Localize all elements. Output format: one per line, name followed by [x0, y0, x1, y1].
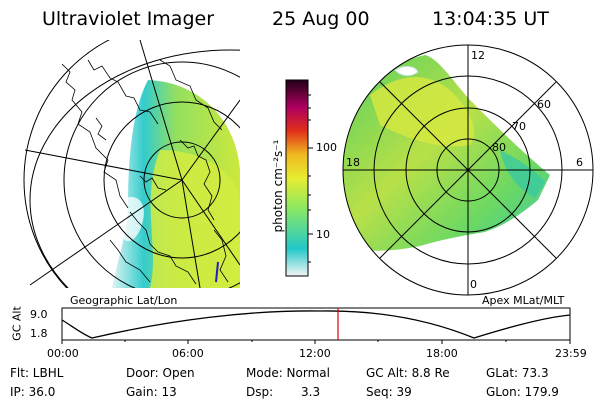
colorbar-tick-10: 10: [316, 228, 330, 241]
altitude-xtick-0600: 06:00: [172, 347, 204, 360]
mode-info: Mode: Normal: [246, 366, 330, 380]
altitude-xtick-1200: 12:00: [299, 347, 331, 360]
altitude-plot: [61, 307, 571, 344]
mlat-label-70: 70: [512, 120, 526, 133]
mlat-label-80: 80: [492, 141, 506, 154]
meridian-line: [181, 179, 201, 288]
meridian-line: [181, 179, 240, 266]
mlt-label-6: 6: [576, 156, 583, 169]
geographic-map: [23, 40, 240, 288]
glat-info: GLat: 73.3: [486, 366, 549, 380]
glon-info: GLon: 179.9: [486, 385, 559, 399]
meridian-line: [181, 99, 240, 181]
gc-alt-info: GC Alt: 8.8 Re: [366, 366, 450, 380]
lat-circle: [29, 49, 240, 288]
meridian-line: [29, 179, 183, 286]
door-info: Door: Open: [126, 366, 195, 380]
altitude-ytick-9: 9.0: [30, 308, 48, 321]
dsp-label: Dsp:: [246, 385, 274, 399]
meridian-line: [139, 40, 183, 181]
left-panel-label: Geographic Lat/Lon: [70, 294, 178, 307]
lat-circle: [103, 101, 240, 259]
coastlines: [61, 59, 229, 285]
lat-circle: [23, 40, 110, 288]
colorbar-axis-label: photon cm⁻²s⁻¹: [271, 139, 285, 233]
altitude-xtick-2359: 23:59: [555, 347, 587, 360]
seq-info: Seq: 39: [366, 385, 412, 399]
dsp-value: 3.3: [301, 385, 321, 399]
colorbar-ticks: [308, 94, 313, 263]
time-label: 13:04:35 UT: [432, 8, 549, 30]
aurora-image-right: [343, 55, 550, 251]
right-panel-label: Apex MLat/MLT: [482, 294, 565, 307]
colorbar-tick-100: 100: [316, 141, 337, 154]
altitude-xtick-1800: 18:00: [426, 347, 458, 360]
filter-info: Flt: LBHL: [10, 366, 64, 380]
altitude-ylabel: GC Alt: [10, 306, 24, 341]
mlat-label-60: 60: [537, 98, 551, 111]
mlt-label-18: 18: [346, 156, 360, 169]
mlt-label-12: 12: [471, 49, 485, 62]
lat-circle: [63, 61, 240, 288]
magnetic-polar-plot: [342, 44, 594, 296]
gain-info: Gain: 13: [126, 385, 177, 399]
colorbar: [285, 79, 309, 277]
altitude-ytick-1.8: 1.8: [30, 327, 48, 340]
altitude-xtick-0000: 00:00: [47, 347, 79, 360]
date-label: 25 Aug 00: [272, 8, 370, 30]
altitude-curve: [61, 310, 571, 339]
instrument-title: Ultraviolet Imager: [42, 8, 215, 30]
mlt-label-0: 0: [470, 278, 477, 291]
meridian-line: [24, 149, 183, 181]
ip-info: IP: 36.0: [10, 385, 56, 399]
